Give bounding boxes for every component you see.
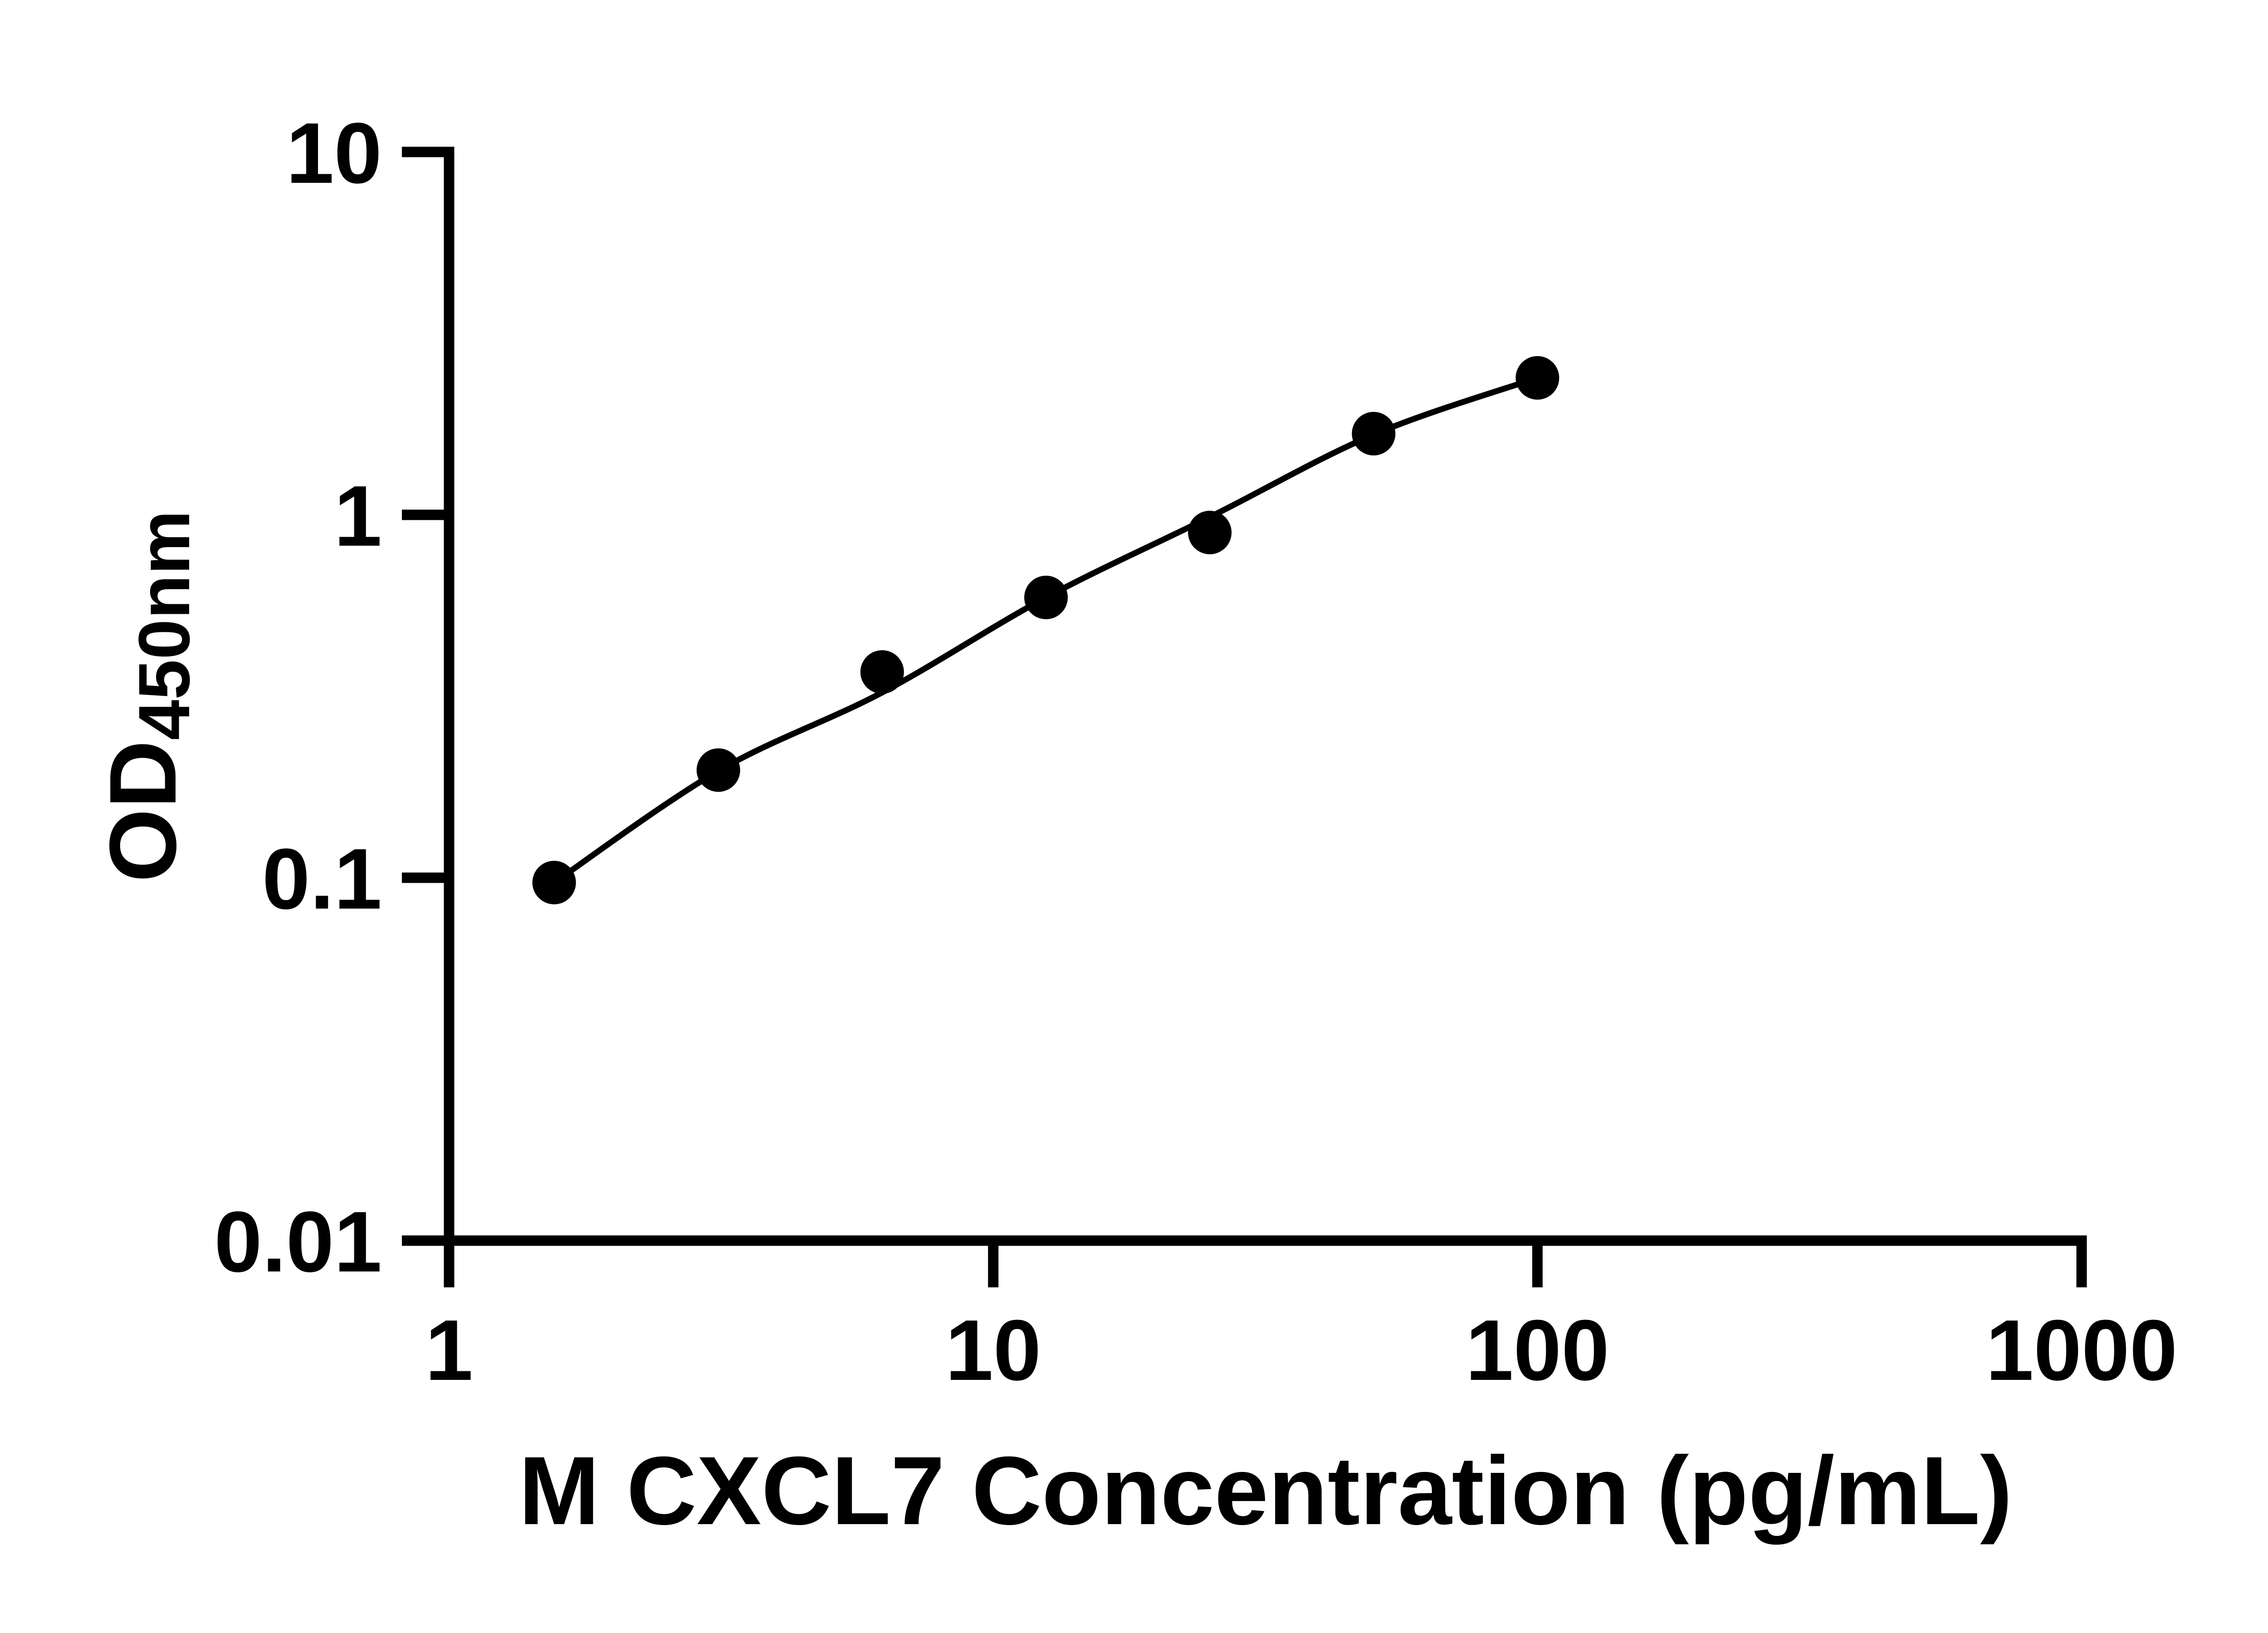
x-tick-label: 1000 <box>1986 1302 2178 1398</box>
y-tick-label: 0.01 <box>214 1194 382 1290</box>
x-axis-title: M CXCL7 Concentration (pg/mL) <box>518 1437 2012 1545</box>
x-tick-label: 100 <box>1466 1302 1609 1398</box>
data-point <box>696 748 740 792</box>
y-axis-title: OD450nm <box>90 510 205 882</box>
fit-curve-line <box>551 375 1540 886</box>
data-points <box>532 356 1559 905</box>
x-tick-label: 10 <box>945 1302 1041 1398</box>
y-tick-label: 0.1 <box>262 831 382 927</box>
y-tick-label: 1 <box>334 468 382 564</box>
y-axis-title-main: OD <box>90 740 196 883</box>
data-point <box>532 861 576 905</box>
y-axis-title-subscript: 450nm <box>123 510 205 740</box>
y-tick-label: 10 <box>286 105 382 201</box>
data-point <box>1188 510 1232 554</box>
axes <box>444 147 2087 1246</box>
x-tick-label: 1 <box>425 1302 473 1398</box>
y-axis-ticks: 10 1 0.1 0.01 <box>214 105 455 1290</box>
data-point <box>1515 356 1559 400</box>
data-point <box>1352 412 1396 455</box>
x-axis-ticks: 1 10 100 1000 <box>425 1235 2178 1398</box>
data-point <box>860 650 904 694</box>
data-point <box>1024 576 1068 620</box>
